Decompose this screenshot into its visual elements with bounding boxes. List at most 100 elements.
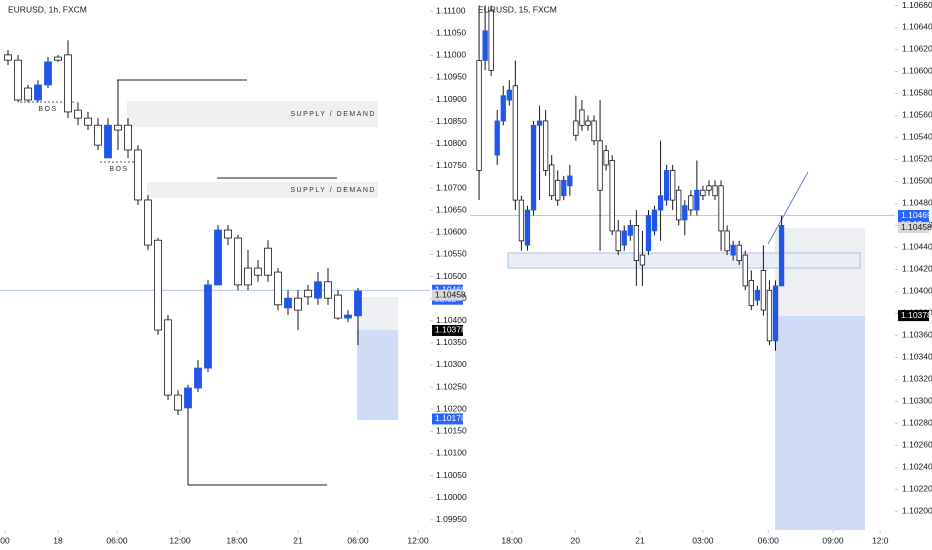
x-tick-label: 06:00 <box>758 535 780 545</box>
candle-body <box>591 120 597 142</box>
y-tick-label: 1.10550 <box>436 249 467 259</box>
candle-body <box>512 85 519 201</box>
candle-body <box>494 120 500 156</box>
candle-body <box>94 124 102 146</box>
y-tick-label: 1.10900 <box>436 94 467 104</box>
candle-body <box>712 185 718 197</box>
candle-body <box>506 89 512 101</box>
y-tick-label: 1.10440 <box>902 242 932 252</box>
y-tick-label: 1.10620 <box>902 44 932 54</box>
candle-body <box>518 199 525 242</box>
y-tick-label: 1.10200 <box>436 403 467 413</box>
candle-body <box>314 281 322 299</box>
y-tick-label: 1.10560 <box>902 110 932 120</box>
candle-body <box>524 209 531 246</box>
candle-body <box>24 87 32 101</box>
zone <box>507 252 861 269</box>
candle-body <box>224 229 232 239</box>
candle-body <box>74 109 82 119</box>
candle-body <box>639 254 646 266</box>
y-tick-label: 1.10750 <box>436 160 467 170</box>
zone <box>147 182 378 198</box>
y-tick-label: 1.10300 <box>436 359 467 369</box>
candle-body <box>676 189 682 221</box>
y-tick-label: 1.10580 <box>902 88 932 98</box>
candle-body <box>542 120 549 171</box>
candle-body <box>482 30 488 61</box>
x-tick-label: 21 <box>635 535 645 545</box>
y-tick-label: 1.10300 <box>902 396 932 406</box>
candle-body <box>760 270 767 311</box>
price-tag-label: 1.10469 <box>435 284 466 294</box>
y-tick-label: 1.10350 <box>436 337 467 347</box>
x-tick-label: 06:00 <box>347 535 369 545</box>
candle-body <box>561 179 567 197</box>
candle-body <box>284 297 292 309</box>
x-tick-label: 00 <box>0 535 10 545</box>
y-tick-label: 1.11100 <box>436 5 466 15</box>
y-tick-label: 1.10640 <box>902 22 932 32</box>
y-tick-label: 1.10050 <box>436 470 467 480</box>
candle-body <box>104 124 112 159</box>
x-tick-label: 18:00 <box>226 535 248 545</box>
candle-body <box>603 150 609 166</box>
candle-body <box>294 297 302 311</box>
y-tick-label: 1.10250 <box>436 381 467 391</box>
y-tick-label: 1.10360 <box>902 330 932 340</box>
price-tag-label: 1.10178 <box>435 413 466 423</box>
candle-body <box>609 160 615 232</box>
candle-body <box>488 10 494 71</box>
candle-body <box>530 124 537 211</box>
target-box <box>357 330 398 420</box>
candle-body <box>645 215 652 252</box>
x-tick-label: 21 <box>293 535 303 545</box>
y-tick-label: 1.10240 <box>902 462 932 472</box>
candle-body <box>549 164 555 197</box>
candle-body <box>476 60 482 171</box>
candle-body <box>144 199 152 246</box>
price-tag <box>432 413 463 425</box>
y-tick-label: 1.10480 <box>902 198 932 208</box>
candle-body <box>657 195 664 211</box>
price-tag <box>898 222 929 234</box>
candle-body <box>724 230 730 252</box>
y-tick-label: 1.10200 <box>902 506 932 516</box>
candle-body <box>174 394 182 411</box>
candle-body <box>124 124 132 151</box>
candle-body <box>264 247 272 276</box>
candle-body <box>670 170 676 201</box>
price-tag-label: 1.10458 <box>901 222 932 232</box>
target-box <box>775 316 865 530</box>
x-tick-label: 12:00 <box>169 535 191 545</box>
candle-body <box>579 109 585 126</box>
y-tick-label: 1.10500 <box>436 271 467 281</box>
y-tick-label: 1.09950 <box>436 514 467 524</box>
candle-body <box>651 209 658 232</box>
y-tick-label: 1.10600 <box>902 66 932 76</box>
candle-body <box>688 195 694 211</box>
candle-body <box>500 95 506 122</box>
y-tick-label: 1.10340 <box>902 352 932 362</box>
x-tick-label: 18 <box>53 535 63 545</box>
y-tick-label: 1.10100 <box>436 448 467 458</box>
y-tick-label: 1.10400 <box>436 315 467 325</box>
candle-body <box>736 244 742 262</box>
candle-body <box>254 267 262 276</box>
y-tick-label: 1.10850 <box>436 116 467 126</box>
price-tag <box>432 324 463 336</box>
y-tick-label: 1.10950 <box>436 72 467 82</box>
candle-body <box>555 179 561 201</box>
price-tag <box>432 289 463 301</box>
candle-body <box>627 225 633 236</box>
candle-body <box>682 205 688 221</box>
y-tick-label: 1.10540 <box>902 132 932 142</box>
stop-box <box>357 297 398 330</box>
y-tick-label: 1.11000 <box>436 50 466 60</box>
chart-title: EURUSD, 15, FXCM <box>478 4 557 14</box>
x-tick-label: 12:0 <box>872 535 889 545</box>
candle-body <box>633 225 640 262</box>
candle-body <box>615 230 621 252</box>
candle-body <box>585 120 591 126</box>
y-tick-label: 1.10500 <box>902 176 932 186</box>
y-tick-label: 1.10280 <box>902 418 932 428</box>
